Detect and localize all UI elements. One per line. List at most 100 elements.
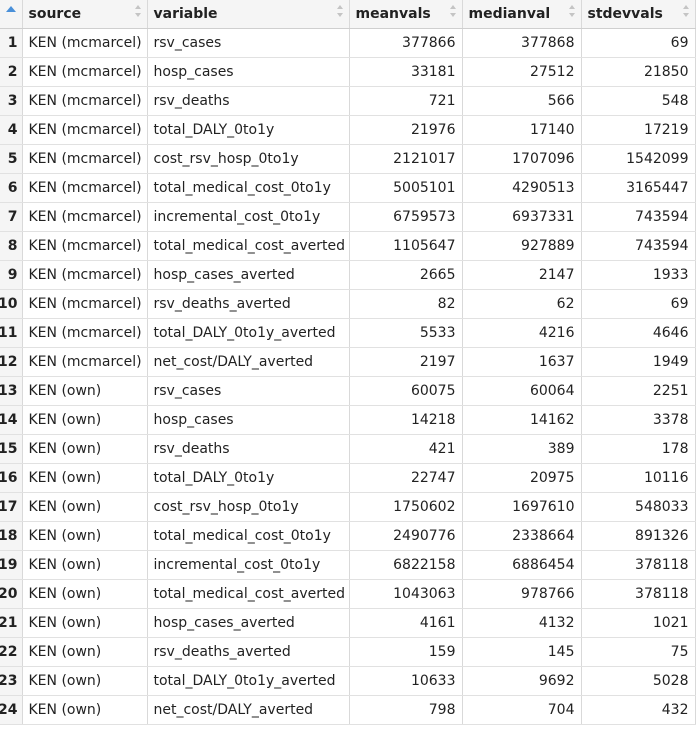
cell-stdevvals: 21850	[581, 57, 696, 87]
row-index: 1	[0, 28, 23, 58]
cell-variable: total_DALY_0to1y_averted	[147, 666, 350, 696]
row-index-header[interactable]	[0, 0, 23, 29]
cell-meanvals: 2490776	[349, 521, 463, 551]
column-header-meanvals[interactable]: meanvals	[349, 0, 463, 29]
cell-variable: total_medical_cost_0to1y	[147, 521, 350, 551]
sort-both-icon	[568, 5, 575, 17]
cell-medianval: 4290513	[462, 173, 582, 203]
cell-medianval: 4132	[462, 608, 582, 638]
cell-meanvals: 21976	[349, 115, 463, 145]
sort-both-icon	[336, 5, 343, 17]
cell-variable: incremental_cost_0to1y	[147, 202, 350, 232]
cell-stdevvals: 3165447	[581, 173, 696, 203]
cell-source: KEN (own)	[22, 463, 148, 493]
cell-medianval: 17140	[462, 115, 582, 145]
table-row[interactable]: 19KEN (own)incremental_cost_0to1y6822158…	[0, 550, 696, 580]
cell-meanvals: 377866	[349, 28, 463, 58]
cell-stdevvals: 378118	[581, 550, 696, 580]
table-row[interactable]: 20KEN (own)total_medical_cost_averted104…	[0, 579, 696, 609]
cell-stdevvals: 3378	[581, 405, 696, 435]
column-header-label: meanvals	[355, 6, 431, 22]
table-row[interactable]: 17KEN (own)cost_rsv_hosp_0to1y1750602169…	[0, 492, 696, 522]
table-row[interactable]: 5 KEN (mcmarcel) cost_rsv_hosp_0to1y 212101…	[0, 144, 696, 174]
column-header-label: source	[28, 6, 82, 22]
table-row[interactable]: 9 KEN (mcmarcel) hosp_cases_averted 2665 214…	[0, 260, 696, 290]
cell-medianval: 62	[462, 289, 582, 319]
cell-stdevvals: 432	[581, 695, 696, 725]
table-row[interactable]: 11KEN (mcmarcel)total_DALY_0to1y_averted…	[0, 318, 696, 348]
column-header-stdevvals[interactable]: stdevvals	[581, 0, 696, 29]
row-index: 22	[0, 637, 23, 667]
cell-variable: total_medical_cost_0to1y	[147, 173, 350, 203]
cell-meanvals: 2197	[349, 347, 463, 377]
cell-variable: net_cost/DALY_averted	[147, 695, 350, 725]
cell-meanvals: 33181	[349, 57, 463, 87]
cell-variable: rsv_deaths	[147, 434, 350, 464]
cell-medianval: 6886454	[462, 550, 582, 580]
cell-medianval: 2338664	[462, 521, 582, 551]
column-header-medianval[interactable]: medianval	[462, 0, 582, 29]
sort-ascending-icon	[6, 6, 16, 12]
column-header-variable[interactable]: variable	[147, 0, 350, 29]
row-index: 5	[0, 144, 23, 174]
cell-source: KEN (mcmarcel)	[22, 173, 148, 203]
cell-variable: total_medical_cost_averted	[147, 231, 350, 261]
cell-meanvals: 5533	[349, 318, 463, 348]
cell-meanvals: 6822158	[349, 550, 463, 580]
row-index: 17	[0, 492, 23, 522]
cell-source: KEN (mcmarcel)	[22, 260, 148, 290]
row-index: 8	[0, 231, 23, 261]
cell-meanvals: 2665	[349, 260, 463, 290]
cell-meanvals: 22747	[349, 463, 463, 493]
table-row[interactable]: 23KEN (own)total_DALY_0to1y_averted10633…	[0, 666, 696, 696]
cell-medianval: 389	[462, 434, 582, 464]
cell-source: KEN (own)	[22, 376, 148, 406]
row-index: 14	[0, 405, 23, 435]
cell-medianval: 1707096	[462, 144, 582, 174]
table-row[interactable]: 1 KEN (mcmarcel) rsv_cases 377866 377868 69	[0, 28, 696, 58]
row-index: 4	[0, 115, 23, 145]
cell-stdevvals: 743594	[581, 231, 696, 261]
row-index: 21	[0, 608, 23, 638]
table-row[interactable]: 6 KEN (mcmarcel) total_medical_cost_0to1y 5…	[0, 173, 696, 203]
column-header-source[interactable]: source	[22, 0, 148, 29]
cell-medianval: 566	[462, 86, 582, 116]
cell-meanvals: 10633	[349, 666, 463, 696]
cell-meanvals: 159	[349, 637, 463, 667]
table-row[interactable]: 7 KEN (mcmarcel) incremental_cost_0to1y 675…	[0, 202, 696, 232]
cell-meanvals: 721	[349, 86, 463, 116]
cell-variable: total_DALY_0to1y	[147, 115, 350, 145]
table-row[interactable]: 2 KEN (mcmarcel) hosp_cases 33181 27512 21850	[0, 57, 696, 87]
cell-stdevvals: 5028	[581, 666, 696, 696]
cell-meanvals: 1750602	[349, 492, 463, 522]
row-index: 10	[0, 289, 23, 319]
table-row[interactable]: 3 KEN (mcmarcel) rsv_deaths 721 566 548	[0, 86, 696, 116]
cell-stdevvals: 1949	[581, 347, 696, 377]
cell-source: KEN (mcmarcel)	[22, 318, 148, 348]
table-row[interactable]: 4 KEN (mcmarcel) total_DALY_0to1y 21976 1714…	[0, 115, 696, 145]
cell-variable: hosp_cases	[147, 57, 350, 87]
cell-medianval: 1637	[462, 347, 582, 377]
table-row[interactable]: 21KEN (own)hosp_cases_averted41614132102…	[0, 608, 696, 638]
cell-stdevvals: 548	[581, 86, 696, 116]
header-row: source variable meanvals medianval stdev…	[0, 0, 696, 29]
cell-stdevvals: 378118	[581, 579, 696, 609]
table-row[interactable]: 18KEN (own)total_medical_cost_0to1y24907…	[0, 521, 696, 551]
cell-source: KEN (mcmarcel)	[22, 144, 148, 174]
table-body: 1 KEN (mcmarcel) rsv_cases 377866 377868 69 2 K…	[0, 28, 696, 725]
table-row[interactable]: 16KEN (own)total_DALY_0to1y2274720975101…	[0, 463, 696, 493]
cell-medianval: 9692	[462, 666, 582, 696]
sort-both-icon	[449, 5, 456, 17]
table-row[interactable]: 8 KEN (mcmarcel) total_medical_cost_averte…	[0, 231, 696, 261]
cell-source: KEN (mcmarcel)	[22, 289, 148, 319]
table-row[interactable]: 24KEN (own)net_cost/DALY_averted79870443…	[0, 695, 696, 725]
row-index: 23	[0, 666, 23, 696]
cell-medianval: 145	[462, 637, 582, 667]
